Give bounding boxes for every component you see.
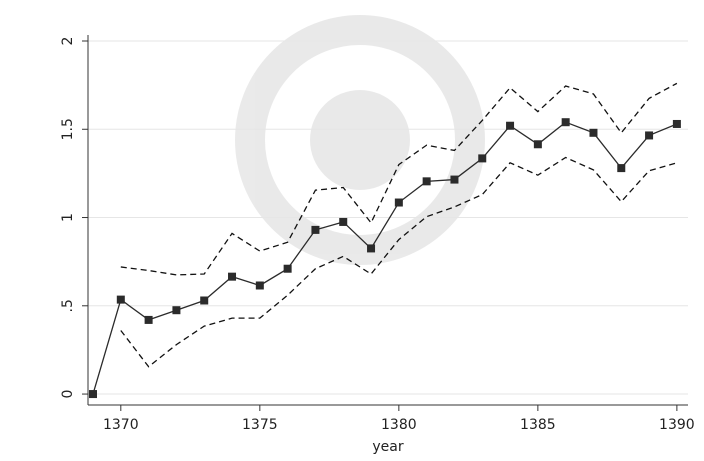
- y-tick-label: 2: [60, 37, 76, 46]
- x-tick-label: 1380: [381, 417, 417, 433]
- x-tick-label: 1375: [242, 417, 278, 433]
- y-tick-label: 0: [60, 390, 76, 399]
- marker: [562, 118, 570, 126]
- marker: [200, 296, 208, 304]
- marker: [617, 164, 625, 172]
- marker: [534, 140, 542, 148]
- marker: [89, 390, 97, 398]
- marker: [645, 131, 653, 139]
- x-tick-label: 1390: [659, 417, 695, 433]
- marker: [367, 244, 375, 252]
- x-tick-label: 1370: [103, 417, 139, 433]
- y-tick-label: 1.5: [60, 118, 76, 140]
- marker: [506, 122, 514, 130]
- marker: [117, 296, 125, 304]
- marker: [311, 226, 319, 234]
- marker: [284, 265, 292, 273]
- marker: [673, 120, 681, 128]
- marker: [339, 218, 347, 226]
- x-tick-label: 1385: [520, 417, 556, 433]
- marker: [450, 176, 458, 184]
- marker: [423, 177, 431, 185]
- marker: [256, 281, 264, 289]
- marker: [589, 129, 597, 137]
- chart: year 0 .5 1 1.5 2 1370 1375 1380 1385 1390: [0, 0, 704, 461]
- marker: [228, 273, 236, 281]
- marker: [395, 199, 403, 207]
- marker: [172, 306, 180, 314]
- marker: [478, 154, 486, 162]
- y-tick-label: .5: [60, 299, 76, 312]
- marker: [145, 316, 153, 324]
- x-axis-label: year: [372, 439, 403, 455]
- y-tick-label: 1: [60, 213, 76, 222]
